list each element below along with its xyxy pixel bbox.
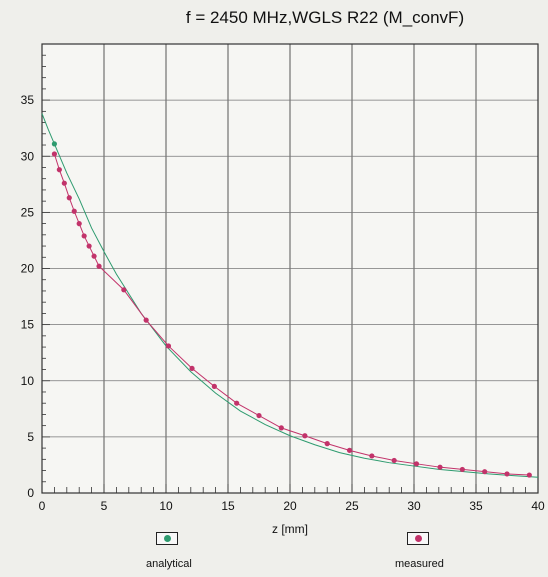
measured-point — [121, 287, 127, 293]
measured-marker-icon — [415, 535, 422, 542]
analytical-point — [51, 141, 58, 147]
y-tick-label: 35 — [21, 93, 35, 107]
legend-analytical-swatch — [156, 532, 178, 545]
tick-marks — [41, 43, 539, 494]
legend-measured-swatch — [407, 532, 429, 545]
measured-point — [391, 457, 397, 464]
y-tick-label: 15 — [21, 318, 35, 332]
legend-measured-label: measured — [395, 558, 444, 570]
measured-point — [71, 208, 77, 214]
x-tick-label: 0 — [39, 499, 46, 513]
legend-analytical-label: analytical — [146, 558, 192, 570]
y-tick-label: 30 — [21, 149, 35, 163]
x-tick-label: 5 — [101, 499, 108, 513]
measured-point — [234, 400, 240, 406]
x-tick-label: 10 — [159, 499, 173, 513]
measured-point — [413, 461, 420, 467]
analytical-marker-icon — [164, 535, 171, 542]
x-tick-label: 15 — [221, 499, 235, 513]
grid — [41, 43, 539, 494]
measured-point — [51, 151, 58, 157]
tick-labels: 0 5 10 15 20 25 30 35 40 0 5 10 15 20 25 30 35 — [21, 93, 545, 513]
measured-point — [56, 167, 62, 173]
y-tick-label: 0 — [27, 486, 34, 500]
measured-point — [324, 441, 330, 447]
x-tick-label: 30 — [407, 499, 421, 513]
y-tick-label: 20 — [21, 262, 35, 276]
measured-point — [369, 453, 375, 459]
y-tick-label: 5 — [27, 430, 34, 444]
measured-point — [189, 365, 195, 372]
measured-point — [346, 447, 353, 453]
measured-point — [96, 263, 102, 269]
measured-point — [256, 412, 262, 419]
x-tick-label: 20 — [283, 499, 297, 513]
measured-point — [459, 466, 465, 473]
y-tick-label: 10 — [21, 374, 35, 388]
measured-point — [302, 433, 308, 439]
measured-point — [526, 472, 532, 478]
measured-point — [504, 471, 510, 477]
data-series — [41, 113, 539, 478]
measured-point — [437, 464, 443, 470]
measured-point — [86, 243, 92, 249]
measured-point — [165, 343, 172, 349]
measured-point — [76, 221, 82, 227]
measured-point — [482, 469, 488, 475]
x-tick-label: 35 — [469, 499, 483, 513]
measured-point — [278, 425, 284, 431]
x-axis-label: z [mm] — [272, 522, 308, 536]
y-tick-label: 25 — [21, 205, 35, 219]
x-tick-label: 40 — [531, 499, 545, 513]
measured-point — [91, 253, 97, 259]
measured-point — [81, 233, 87, 239]
measured-point — [211, 383, 217, 389]
x-tick-label: 25 — [345, 499, 359, 513]
measured-point — [66, 195, 72, 201]
measured-point — [143, 317, 149, 323]
measured-point — [61, 180, 67, 186]
chart-title: f = 2450 MHz,WGLS R22 (M_convF) — [185, 8, 465, 27]
